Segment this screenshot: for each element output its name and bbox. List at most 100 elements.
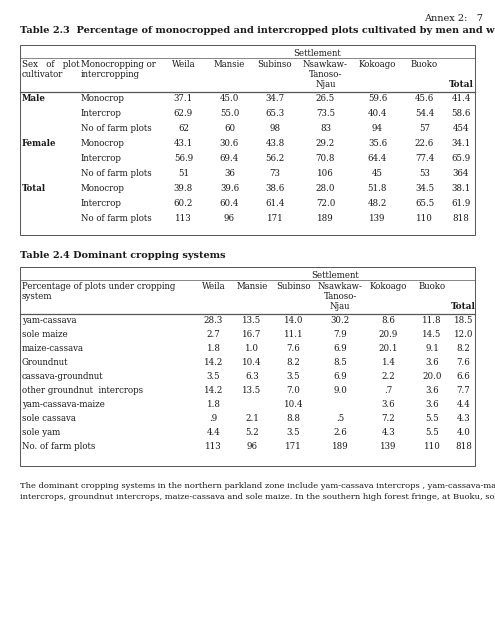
Text: 7.9: 7.9	[333, 330, 347, 339]
Text: 43.1: 43.1	[174, 139, 193, 148]
Text: 4.3: 4.3	[382, 428, 396, 437]
Text: 69.4: 69.4	[220, 154, 239, 163]
Text: cultivator: cultivator	[22, 70, 63, 79]
Text: 56.9: 56.9	[174, 154, 193, 163]
Text: 13.5: 13.5	[243, 316, 262, 325]
Text: 18.5: 18.5	[454, 316, 473, 325]
Text: 14.5: 14.5	[422, 330, 442, 339]
Text: 4.0: 4.0	[456, 428, 470, 437]
Text: Female: Female	[22, 139, 56, 148]
Text: 62.9: 62.9	[174, 109, 193, 118]
Text: 8.5: 8.5	[333, 358, 347, 367]
Text: intercrops, groundnut intercrops, maize-cassava and sole maize. In the southern : intercrops, groundnut intercrops, maize-…	[20, 493, 495, 501]
Text: 72.0: 72.0	[316, 199, 335, 208]
Bar	[20, 267, 475, 466]
Text: 29.2: 29.2	[316, 139, 335, 148]
Text: Intercrop: Intercrop	[81, 199, 122, 208]
Text: 98: 98	[269, 124, 281, 133]
Text: 818: 818	[452, 214, 469, 223]
Text: 13.5: 13.5	[243, 386, 262, 395]
Text: 7.6: 7.6	[287, 344, 300, 353]
Text: Table 2.3  Percentage of monocropped and intercropped plots cultivated by men an: Table 2.3 Percentage of monocropped and …	[20, 26, 495, 35]
Text: Weila: Weila	[201, 282, 225, 291]
Text: 3.6: 3.6	[425, 358, 439, 367]
Text: Mansie: Mansie	[214, 60, 245, 69]
Text: other groundnut  intercrops: other groundnut intercrops	[22, 386, 143, 395]
Text: 38.1: 38.1	[451, 184, 471, 193]
Text: Total: Total	[22, 184, 46, 193]
Text: Subinso: Subinso	[258, 60, 292, 69]
Text: No of farm plots: No of farm plots	[81, 214, 152, 223]
Text: Annex 2:   7: Annex 2: 7	[424, 14, 483, 23]
Text: Kokoago: Kokoago	[370, 282, 407, 291]
Text: 11.8: 11.8	[422, 316, 442, 325]
Text: 96: 96	[224, 214, 235, 223]
Text: 6.3: 6.3	[245, 372, 259, 381]
Text: 48.2: 48.2	[368, 199, 387, 208]
Text: Intercrop: Intercrop	[81, 154, 122, 163]
Text: 65.9: 65.9	[451, 154, 471, 163]
Text: cassava-groundnut: cassava-groundnut	[22, 372, 103, 381]
Text: Monocrop: Monocrop	[81, 184, 125, 193]
Text: 2.2: 2.2	[382, 372, 396, 381]
Text: Groundnut: Groundnut	[22, 358, 68, 367]
Text: 45: 45	[372, 169, 383, 178]
Text: 20.1: 20.1	[379, 344, 398, 353]
Text: 30.6: 30.6	[220, 139, 239, 148]
Text: 70.8: 70.8	[316, 154, 335, 163]
Text: 7.0: 7.0	[287, 386, 300, 395]
Text: 139: 139	[380, 442, 397, 451]
Text: 34.5: 34.5	[415, 184, 434, 193]
Text: 7.2: 7.2	[382, 414, 396, 423]
Text: 94: 94	[372, 124, 383, 133]
Text: 55.0: 55.0	[220, 109, 239, 118]
Text: Total: Total	[448, 80, 473, 89]
Text: No of farm plots: No of farm plots	[81, 124, 152, 133]
Text: 3.6: 3.6	[382, 400, 396, 409]
Text: 189: 189	[332, 442, 348, 451]
Text: 61.9: 61.9	[451, 199, 471, 208]
Text: 189: 189	[317, 214, 334, 223]
Text: Total: Total	[451, 302, 476, 311]
Text: Mansie: Mansie	[236, 282, 268, 291]
Text: 5.2: 5.2	[245, 428, 259, 437]
Text: sole maize: sole maize	[22, 330, 68, 339]
Text: Settlement: Settlement	[294, 49, 342, 58]
Text: 171: 171	[285, 442, 302, 451]
Text: 3.5: 3.5	[207, 372, 220, 381]
Text: 20.0: 20.0	[422, 372, 442, 381]
Text: Kokoago: Kokoago	[359, 60, 396, 69]
Text: Njau: Njau	[330, 302, 350, 311]
Text: 35.6: 35.6	[368, 139, 387, 148]
Text: 73: 73	[270, 169, 281, 178]
Text: 56.2: 56.2	[265, 154, 285, 163]
Text: .5: .5	[336, 414, 344, 423]
Text: 7.6: 7.6	[456, 358, 470, 367]
Text: 1.0: 1.0	[245, 344, 259, 353]
Text: 14.2: 14.2	[204, 358, 223, 367]
Text: 61.4: 61.4	[265, 199, 285, 208]
Text: 26.5: 26.5	[316, 94, 335, 103]
Text: 45.6: 45.6	[415, 94, 434, 103]
Text: Settlement: Settlement	[311, 271, 359, 280]
Text: 14.0: 14.0	[284, 316, 303, 325]
Text: 3.6: 3.6	[425, 400, 439, 409]
Text: 37.1: 37.1	[174, 94, 193, 103]
Text: Tanoso-: Tanoso-	[309, 70, 342, 79]
Text: 20.9: 20.9	[379, 330, 398, 339]
Text: 4.4: 4.4	[456, 400, 470, 409]
Text: Monocrop: Monocrop	[81, 139, 125, 148]
Text: .7: .7	[385, 386, 393, 395]
Text: 8.8: 8.8	[287, 414, 300, 423]
Text: system: system	[22, 292, 52, 301]
Text: 2.7: 2.7	[206, 330, 220, 339]
Text: 14.2: 14.2	[204, 386, 223, 395]
Text: 65.5: 65.5	[415, 199, 434, 208]
Text: Sex   of   plot: Sex of plot	[22, 60, 80, 69]
Text: 139: 139	[369, 214, 386, 223]
Text: Monocropping or: Monocropping or	[81, 60, 156, 69]
Text: 110: 110	[416, 214, 433, 223]
Text: intercropping: intercropping	[81, 70, 140, 79]
Text: Nsawkaw-: Nsawkaw-	[318, 282, 362, 291]
Text: Nsawkaw-: Nsawkaw-	[303, 60, 348, 69]
